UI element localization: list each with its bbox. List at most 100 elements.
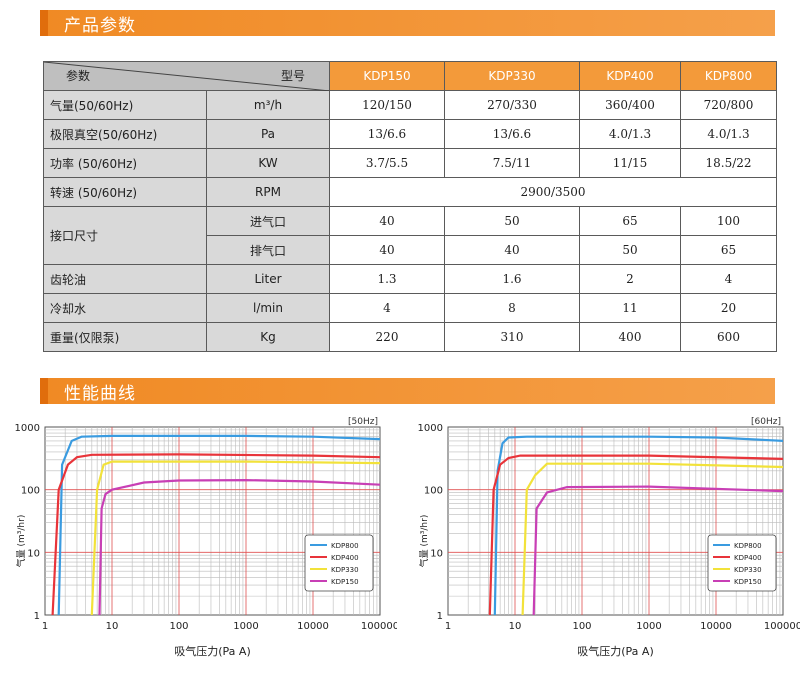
series-line-kdp330 [521, 462, 784, 616]
series-line-kdp400 [488, 454, 784, 616]
unit-cell: RPM [206, 177, 330, 207]
legend-box [304, 534, 374, 592]
legend-label-kdp330: KDP330 [331, 566, 359, 574]
x-axis-label: 吸气压力(Pa A) [577, 644, 653, 658]
value-cell: 8 [444, 293, 580, 323]
value-cell: 18.5/22 [680, 148, 777, 178]
param-label-cell: 转速 (50/60Hz) [43, 177, 207, 207]
value-cell: 13/6.6 [329, 119, 445, 149]
unit-cell: m³/h [206, 90, 330, 120]
model-header-cell: KDP150 [329, 61, 445, 91]
value-cell: 360/400 [579, 90, 681, 120]
x-tick-label: 1 [42, 621, 48, 632]
legend-label-kdp400: KDP400 [734, 554, 762, 562]
value-cell: 11/15 [579, 148, 681, 178]
frequency-label: [60Hz] [751, 417, 781, 427]
value-cell: 120/150 [329, 90, 445, 120]
model-header-cell: KDP400 [579, 61, 681, 91]
unit-cell: Kg [206, 322, 330, 352]
corner-label-model: 型号 [280, 69, 305, 83]
performance-chart-60hz: 1 10 100 1000 10000 100000 1 10 100 1000 [60Hz] 吸气压… [403, 412, 800, 678]
y-tick-label: 10 [430, 548, 443, 559]
x-tick-label: 10 [106, 621, 119, 632]
legend-label-kdp800: KDP800 [734, 542, 762, 550]
value-cell: 720/800 [680, 90, 777, 120]
param-label-cell: 重量(仅限泵) [43, 322, 207, 352]
unit-cell: 进气口 [206, 206, 330, 236]
x-tick-label: 100000 [361, 621, 397, 632]
chart-svg: 1 10 100 1000 10000 100000 1 10 100 1000 [60Hz] 吸气压… [418, 417, 800, 658]
legend-label-kdp330: KDP330 [734, 566, 762, 574]
unit-cell: Pa [206, 119, 330, 149]
x-tick-label: 1000 [636, 621, 661, 632]
corner-label-param: 参数 [66, 69, 91, 83]
legend-label-kdp800: KDP800 [331, 542, 359, 550]
value-cell: 400 [579, 322, 681, 352]
value-cell: 40 [329, 235, 445, 265]
value-cell: 4.0/1.3 [680, 119, 777, 149]
value-cell: 310 [444, 322, 580, 352]
spec-table: 参数 型号 KDP150 KDP330 KDP400 KDP800 气量(50/60Hz) m… [43, 61, 777, 352]
value-cell: 65 [680, 235, 777, 265]
header-accent [40, 10, 48, 36]
value-cell: 1.6 [444, 264, 580, 294]
unit-cell: l/min [206, 293, 330, 323]
series-line-kdp330 [90, 460, 381, 616]
series-line-kdp800 [493, 435, 784, 616]
param-label-cell: 齿轮油 [43, 264, 207, 294]
param-label-cell: 气量(50/60Hz) [43, 90, 207, 120]
value-cell: 4 [680, 264, 777, 294]
param-label-cell: 冷却水 [43, 293, 207, 323]
value-cell: 65 [579, 206, 681, 236]
x-tick-label: 100 [572, 621, 591, 632]
series-line-kdp150 [532, 485, 784, 616]
x-tick-label: 10000 [700, 621, 732, 632]
value-cell: 40 [329, 206, 445, 236]
x-tick-label: 1000 [233, 621, 258, 632]
param-label-cell: 功率 (50/60Hz) [43, 148, 207, 178]
value-cell: 220 [329, 322, 445, 352]
legend-label-kdp400: KDP400 [331, 554, 359, 562]
value-cell: 20 [680, 293, 777, 323]
y-tick-label: 10 [27, 548, 40, 559]
value-cell: 7.5/11 [444, 148, 580, 178]
model-header-cell: KDP800 [680, 61, 777, 91]
unit-cell: 排气口 [206, 235, 330, 265]
y-axis-label: 气量 (m³/hr) [15, 515, 27, 568]
legend-label-kdp150: KDP150 [734, 578, 762, 586]
value-cell: 1.3 [329, 264, 445, 294]
value-cell: 4 [329, 293, 445, 323]
model-header-cell: KDP330 [444, 61, 580, 91]
value-cell: 4.0/1.3 [579, 119, 681, 149]
y-tick-label: 1000 [418, 423, 443, 434]
y-tick-label: 1 [34, 611, 40, 622]
frequency-label: [50Hz] [348, 417, 378, 427]
value-cell: 2 [579, 264, 681, 294]
section-header-params: 产品参数 [40, 10, 775, 36]
section-title-params: 产品参数 [64, 15, 136, 36]
value-cell-merged: 2900/3500 [329, 177, 777, 207]
x-tick-label: 1 [445, 621, 451, 632]
value-cell: 50 [444, 206, 580, 236]
y-tick-label: 1 [437, 611, 443, 622]
x-tick-label: 10000 [297, 621, 329, 632]
x-tick-label: 10 [509, 621, 522, 632]
chart-svg: 1 10 100 1000 10000 100000 1 10 100 1000 [50Hz] 吸气压… [15, 417, 400, 658]
y-tick-label: 1000 [15, 423, 40, 434]
x-tick-label: 100 [169, 621, 188, 632]
param-label-cell: 接口尺寸 [43, 206, 207, 265]
y-tick-label: 100 [424, 486, 443, 497]
value-cell: 270/330 [444, 90, 580, 120]
value-cell: 3.7/5.5 [329, 148, 445, 178]
performance-chart-50hz: 1 10 100 1000 10000 100000 1 10 100 1000 [50Hz] 吸气压… [0, 412, 400, 678]
x-axis-label: 吸气压力(Pa A) [174, 644, 250, 658]
value-cell: 100 [680, 206, 777, 236]
series-line-kdp800 [57, 434, 381, 616]
value-cell: 50 [579, 235, 681, 265]
series-line-kdp150 [98, 478, 381, 616]
legend-box [707, 534, 777, 592]
section-title-curves: 性能曲线 [64, 383, 136, 404]
value-cell: 13/6.6 [444, 119, 580, 149]
y-tick-label: 100 [21, 486, 40, 497]
value-cell: 40 [444, 235, 580, 265]
